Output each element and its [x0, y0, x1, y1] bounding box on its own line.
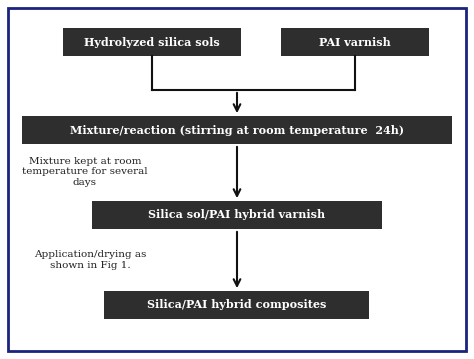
Text: Application/drying as
shown in Fig 1.: Application/drying as shown in Fig 1.: [34, 250, 146, 270]
Text: Hydrolyzed silica sols: Hydrolyzed silica sols: [84, 37, 220, 47]
FancyBboxPatch shape: [104, 291, 370, 319]
FancyBboxPatch shape: [92, 201, 382, 229]
FancyBboxPatch shape: [63, 28, 241, 56]
FancyBboxPatch shape: [281, 28, 429, 56]
Text: Silica/PAI hybrid composites: Silica/PAI hybrid composites: [147, 299, 327, 311]
Text: Silica sol/PAI hybrid varnish: Silica sol/PAI hybrid varnish: [148, 210, 326, 220]
Text: Mixture kept at room
temperature for several
days: Mixture kept at room temperature for sev…: [22, 157, 148, 187]
FancyBboxPatch shape: [22, 116, 452, 144]
Text: Mixture/reaction (stirring at room temperature  24h): Mixture/reaction (stirring at room tempe…: [70, 125, 404, 135]
FancyBboxPatch shape: [8, 8, 466, 351]
Text: PAI varnish: PAI varnish: [319, 37, 391, 47]
